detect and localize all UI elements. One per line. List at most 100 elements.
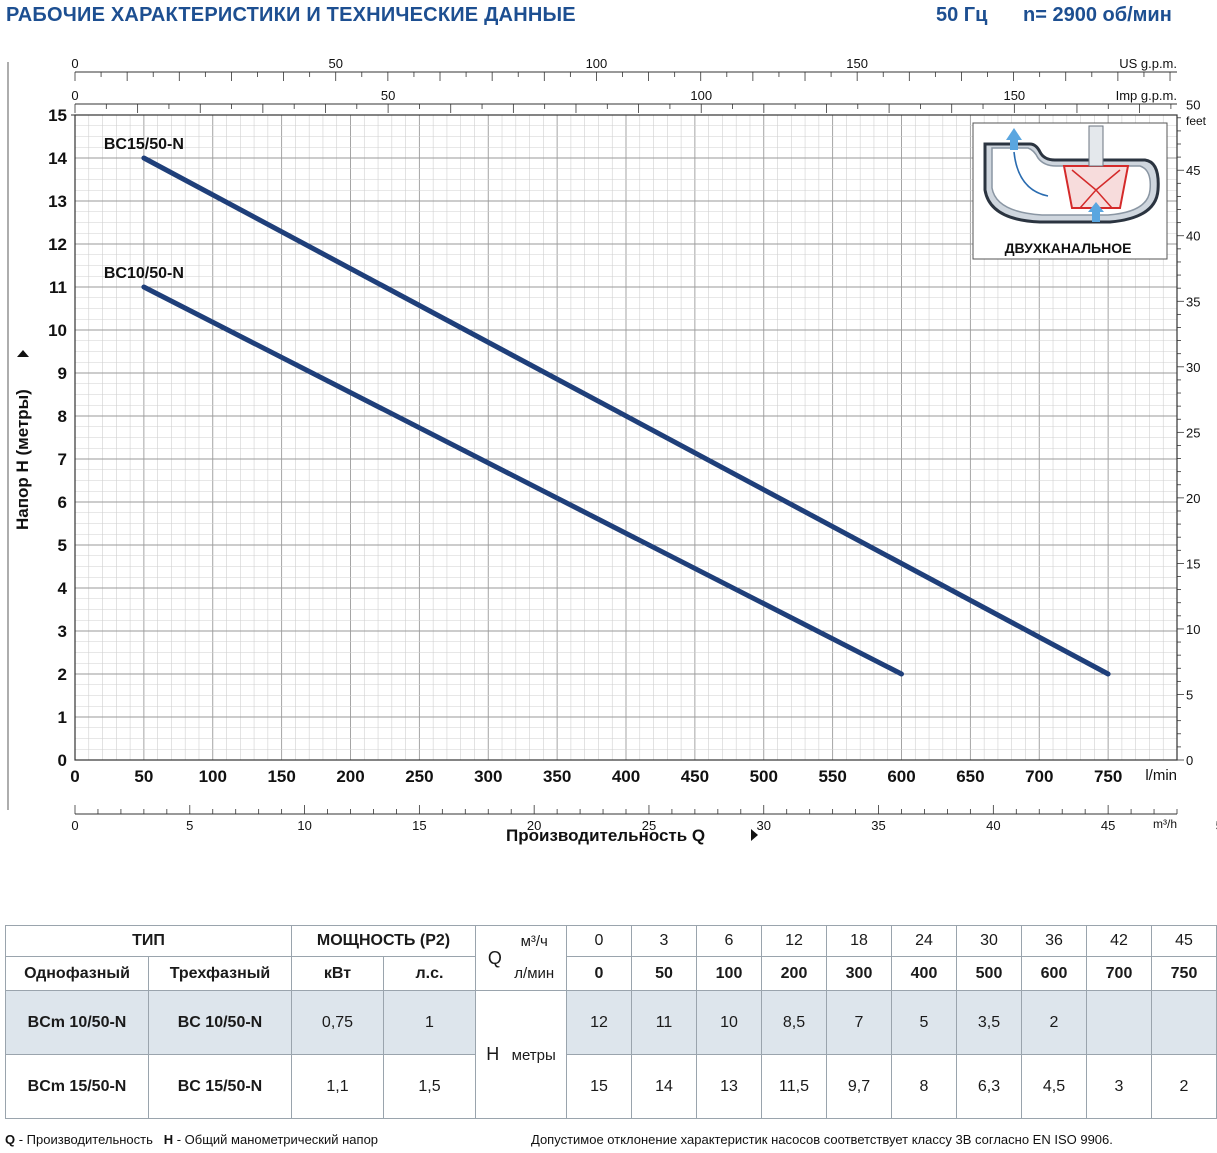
- y-tick-label: 9: [58, 364, 67, 383]
- x-axis-title: Производительность Q: [506, 826, 705, 845]
- head-value: 12: [566, 990, 632, 1055]
- q-m3h-3: 12: [761, 924, 827, 958]
- m3h-tick-label: 5: [186, 818, 193, 833]
- chart-series: BC15/50-N BC10/50-N: [104, 136, 1111, 677]
- head-value: [1086, 990, 1152, 1055]
- x-tick-label: 650: [956, 767, 984, 786]
- us-gpm-axis-unit-label: US g.p.m.: [1119, 56, 1177, 71]
- power-hp: 1,5: [383, 1054, 476, 1119]
- head-value: 11: [631, 990, 697, 1055]
- q-m3h-label: м³/ч: [520, 933, 548, 950]
- x-tick-label: 400: [612, 767, 640, 786]
- series-label: BC10/50-N: [104, 265, 184, 282]
- feet-tick-label: 20: [1186, 491, 1200, 506]
- q-m3h-4: 18: [826, 924, 892, 958]
- y-tick-label: 7: [58, 450, 67, 469]
- m3h-tick-label: 40: [986, 818, 1000, 833]
- x-axis-arrow-icon: [751, 829, 758, 841]
- page-title: РАБОЧИЕ ХАРАКТЕРИСТИКИ И ТЕХНИЧЕСКИЕ ДАН…: [6, 4, 576, 26]
- head-value: 3,5: [956, 990, 1022, 1055]
- h-header: H: [486, 1044, 500, 1064]
- q-lmin-7: 600: [1021, 956, 1087, 991]
- y-tick-label: 3: [58, 622, 67, 641]
- x-tick-label: 0: [70, 767, 79, 786]
- y-tick-label: 0: [58, 751, 67, 770]
- y-axis-arrow-icon: [17, 350, 29, 357]
- three-phase-header: Трехфазный: [148, 956, 292, 991]
- q-lmin-2: 100: [696, 956, 762, 991]
- q-lmin-label: л/мин: [514, 965, 555, 982]
- m3h-tick-label: 10: [297, 818, 311, 833]
- q-lmin-8: 700: [1086, 956, 1152, 991]
- head-value: 15: [566, 1054, 632, 1119]
- q-m3h-1: 3: [631, 924, 697, 958]
- y-tick-label: 6: [58, 493, 67, 512]
- inset-label: ДВУХКАНАЛЬНОЕ: [1005, 240, 1132, 256]
- power-kw: 1,1: [291, 1054, 384, 1119]
- q-header-cell: Q м³/ч л/мин: [475, 925, 567, 991]
- x-tick-label: 750: [1094, 767, 1122, 786]
- m3h-tick-label: 15: [412, 818, 426, 833]
- q-lmin-0: 0: [566, 956, 632, 991]
- head-value: 11,5: [761, 1054, 827, 1119]
- q-m3h-2: 6: [696, 924, 762, 958]
- y-tick-label: 5: [58, 536, 67, 555]
- q-header: Q: [487, 947, 502, 968]
- series-line: [141, 155, 1111, 677]
- x-tick-label: 300: [474, 767, 502, 786]
- imp-gpm-axis-tick-label: 0: [71, 88, 78, 103]
- imp-gpm-axis-unit-label: Imp g.p.m.: [1116, 88, 1177, 103]
- x-tick-label: 50: [134, 767, 153, 786]
- kw-header: кВт: [291, 956, 384, 991]
- dual-channel-impeller-icon: [983, 125, 1160, 224]
- y-axis-title: Напор H (метры): [13, 389, 32, 530]
- q-m3h-5: 24: [891, 924, 957, 958]
- model-single: BCm 10/50-N: [5, 990, 149, 1055]
- x-tick-label: 500: [750, 767, 778, 786]
- y-tick-label: 10: [48, 321, 67, 340]
- x-unit-label: l/min: [1145, 767, 1177, 784]
- imp-gpm-axis-tick-label: 100: [690, 88, 712, 103]
- head-value: 10: [696, 990, 762, 1055]
- q-lmin-1: 50: [631, 956, 697, 991]
- spec-table: ТИП МОЩНОСТЬ (P2) Q м³/ч л/мин 0 3 6 12 …: [5, 924, 1217, 1119]
- feet-tick-label: 10: [1186, 622, 1200, 637]
- y-tick-label: 12: [48, 235, 67, 254]
- footer-q-text: - Производительность: [15, 1132, 153, 1147]
- head-value: 7: [826, 990, 892, 1055]
- q-m3h-0: 0: [566, 924, 632, 958]
- y-tick-label: 8: [58, 407, 67, 426]
- m3h-tick-label: 0: [71, 818, 78, 833]
- footer-h-key: H: [163, 1132, 174, 1147]
- series-label: BC15/50-N: [104, 136, 184, 153]
- feet-tick-label: 25: [1186, 425, 1200, 440]
- y-tick-label: 13: [48, 192, 67, 211]
- head-value: 6,3: [956, 1054, 1022, 1119]
- m3h-tick-label: 20: [527, 818, 541, 833]
- q-lmin-3: 200: [761, 956, 827, 991]
- us-gpm-axis-tick-label: 150: [846, 56, 868, 71]
- feet-tick-label: 50: [1186, 98, 1200, 113]
- feet-tick-label: 40: [1186, 229, 1200, 244]
- x-tick-label: 600: [887, 767, 915, 786]
- m3h-tick-label: 30: [757, 818, 771, 833]
- series-line: [141, 284, 904, 677]
- plot-frame: [74, 114, 1178, 761]
- q-m3h-7: 36: [1021, 924, 1087, 958]
- y-tick-label: 15: [48, 106, 67, 125]
- y-tick-label: 14: [48, 149, 67, 168]
- table-row: BCm 15/50-N BC 15/50-N 1,1 1,5 15 14 13 …: [5, 1054, 1217, 1119]
- single-phase-header: Однофазный: [5, 956, 149, 991]
- x-tick-label: 100: [199, 767, 227, 786]
- head-value: [1151, 990, 1217, 1055]
- m3h-tick-label: 35: [871, 818, 885, 833]
- q-m3h-9: 45: [1151, 924, 1217, 958]
- imp-gpm-axis-tick-label: 50: [381, 88, 395, 103]
- m3h-tick-label: 45: [1101, 818, 1115, 833]
- y-tick-label: 1: [58, 708, 67, 727]
- m3h-tick-label: 50: [1216, 818, 1217, 833]
- power-header: МОЩНОСТЬ (P2): [291, 924, 476, 958]
- us-gpm-axis-tick-label: 0: [71, 56, 78, 71]
